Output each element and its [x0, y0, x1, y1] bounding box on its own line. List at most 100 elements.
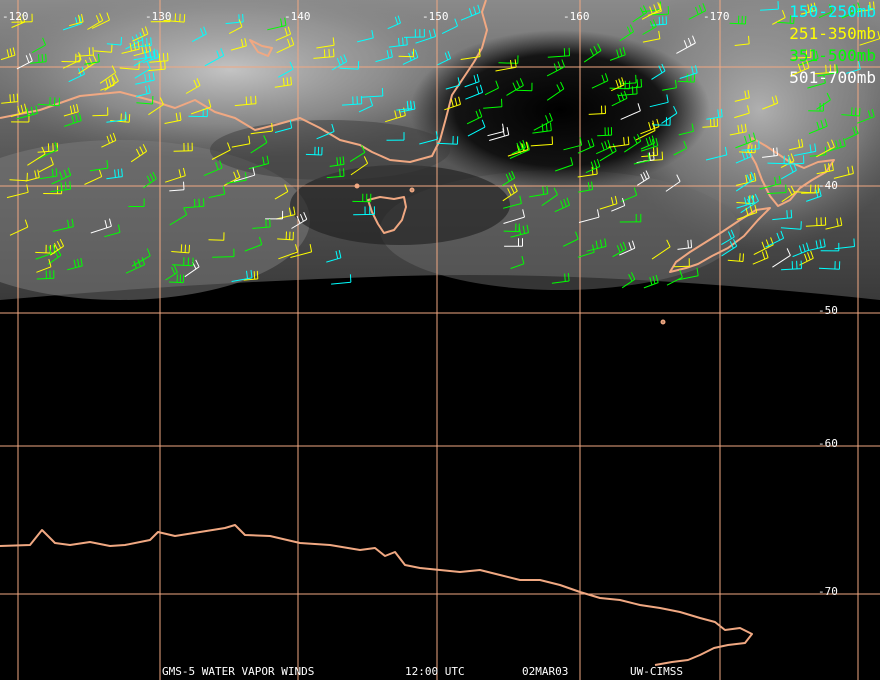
wind-barb: [69, 13, 84, 27]
wind-barb: [243, 270, 259, 281]
legend-item-501-700mb: 501-700mb: [789, 68, 876, 87]
wind-barb: [277, 231, 294, 241]
wind-barb: [208, 232, 225, 241]
wind-barb: [791, 49, 812, 59]
wind-barb: [583, 43, 602, 63]
wind-barb: [396, 100, 412, 111]
wind-barb: [780, 221, 802, 230]
wind-barb: [546, 59, 566, 77]
longitude-label: -120: [2, 10, 29, 23]
wind-barb: [759, 175, 782, 190]
wind-barb: [275, 206, 296, 220]
wind-barb: [498, 55, 519, 64]
wind-barb: [278, 61, 294, 78]
wind-barb: [94, 44, 113, 53]
wind-barb: [36, 270, 55, 280]
wind-barb: [772, 248, 791, 268]
wind-barb: [326, 168, 345, 179]
wind-barb: [673, 140, 688, 156]
wind-barb: [30, 53, 47, 64]
wind-barb: [588, 105, 606, 115]
wind-barb: [203, 160, 223, 177]
wind-barb: [591, 73, 609, 89]
wind-barb: [640, 135, 656, 150]
wind-barb: [191, 99, 212, 115]
new-zealand-north-coastline: [747, 137, 835, 207]
wind-barb: [621, 187, 638, 203]
wind-barb: [772, 209, 793, 221]
wind-barb: [50, 181, 71, 193]
wind-barb: [653, 117, 671, 126]
wind-barb: [36, 258, 52, 273]
latitude-label: -60: [818, 437, 838, 450]
wind-barb: [833, 165, 854, 179]
wind-barb: [267, 17, 287, 31]
wind-barb: [84, 53, 100, 65]
wind-barb: [516, 82, 533, 92]
wind-barb: [445, 77, 461, 90]
wind-barb: [504, 238, 523, 247]
wind-barb: [252, 218, 271, 229]
wind-barb: [619, 240, 636, 256]
wind-barb: [212, 248, 235, 258]
wind-barb: [134, 61, 151, 79]
wind-barb: [173, 142, 193, 152]
wind-barb: [171, 244, 190, 254]
wind-barb: [11, 14, 26, 28]
wind-barb: [721, 229, 735, 246]
longitude-label: -130: [145, 10, 172, 23]
product-label: GMS-5 WATER VAPOR WINDS: [162, 665, 315, 678]
wind-barb: [578, 181, 594, 193]
wind-barb: [739, 144, 756, 154]
wind-barb: [415, 28, 437, 44]
wind-barb: [483, 98, 503, 109]
wind-barb: [729, 123, 747, 136]
wind-barb: [767, 184, 787, 195]
wind-barb: [223, 169, 241, 187]
wind-barb: [642, 30, 661, 43]
wind-barb: [39, 168, 58, 180]
wind-barb: [132, 26, 149, 42]
wind-barb: [37, 97, 61, 107]
wind-barb: [530, 136, 553, 147]
wind-barb: [9, 172, 28, 182]
wind-barb: [647, 3, 662, 16]
wind-barb: [329, 156, 345, 167]
wind-barb: [846, 61, 861, 74]
wind-barb: [551, 273, 570, 284]
wind-barb: [278, 244, 299, 260]
wind-barb: [169, 274, 185, 284]
wind-barb: [621, 74, 637, 85]
wind-barb: [388, 36, 408, 48]
wind-barb: [619, 24, 635, 42]
wind-barb: [624, 133, 642, 153]
wind-barb: [360, 87, 384, 98]
wind-barb: [678, 123, 694, 136]
wind-barb: [291, 211, 308, 229]
wind-barb: [727, 253, 744, 262]
wind-barb: [736, 204, 758, 220]
wind-barb: [169, 181, 185, 192]
wind-barb: [52, 218, 74, 232]
wind-barb: [231, 135, 251, 148]
wind-barb: [16, 105, 38, 120]
wind-barb: [104, 224, 121, 238]
wind-barb: [706, 108, 723, 120]
wind-barb: [290, 244, 313, 258]
wind-barb: [169, 207, 188, 226]
wind-barb: [265, 210, 284, 220]
wind-barb: [816, 139, 835, 158]
wind-barb: [676, 35, 696, 54]
wind-barb: [234, 95, 257, 107]
wind-barb: [1, 93, 19, 104]
wind-barb: [244, 236, 263, 252]
wind-barb: [398, 48, 415, 58]
wind-barb: [610, 77, 625, 92]
wind-barb: [554, 197, 570, 213]
legend-item-150-250mb: 150-250mb: [789, 2, 876, 21]
wind-barb: [805, 217, 827, 227]
wind-barb: [130, 144, 148, 163]
wind-barb: [204, 48, 225, 67]
wind-barb: [781, 185, 796, 203]
